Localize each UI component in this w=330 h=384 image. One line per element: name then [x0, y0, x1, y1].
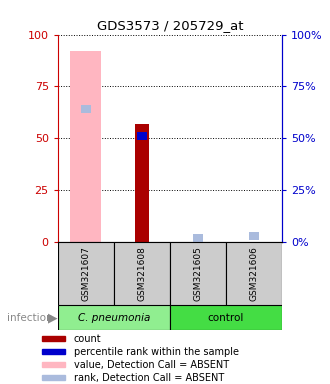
Bar	[42, 349, 65, 354]
Bar	[81, 105, 91, 113]
FancyBboxPatch shape	[170, 242, 226, 305]
Bar	[42, 375, 65, 380]
Text: infection: infection	[7, 313, 52, 323]
Text: C. pneumonia: C. pneumonia	[78, 313, 150, 323]
Bar	[137, 132, 147, 140]
Text: GSM321608: GSM321608	[137, 246, 147, 301]
Bar	[70, 51, 101, 242]
Title: GDS3573 / 205729_at: GDS3573 / 205729_at	[97, 19, 243, 32]
Text: ▶: ▶	[48, 311, 58, 324]
FancyBboxPatch shape	[114, 242, 170, 305]
Text: GSM321606: GSM321606	[249, 246, 259, 301]
Text: rank, Detection Call = ABSENT: rank, Detection Call = ABSENT	[74, 372, 224, 382]
Text: percentile rank within the sample: percentile rank within the sample	[74, 347, 239, 357]
Text: GSM321605: GSM321605	[193, 246, 203, 301]
Bar	[135, 124, 149, 242]
Bar	[193, 233, 203, 242]
Bar	[42, 336, 65, 341]
Text: GSM321607: GSM321607	[81, 246, 90, 301]
Text: value, Detection Call = ABSENT: value, Detection Call = ABSENT	[74, 359, 229, 369]
FancyBboxPatch shape	[226, 242, 282, 305]
FancyBboxPatch shape	[58, 242, 114, 305]
Text: count: count	[74, 334, 101, 344]
FancyBboxPatch shape	[58, 305, 170, 330]
Text: control: control	[208, 313, 244, 323]
FancyBboxPatch shape	[170, 305, 282, 330]
Bar	[249, 232, 259, 240]
Bar	[42, 362, 65, 367]
